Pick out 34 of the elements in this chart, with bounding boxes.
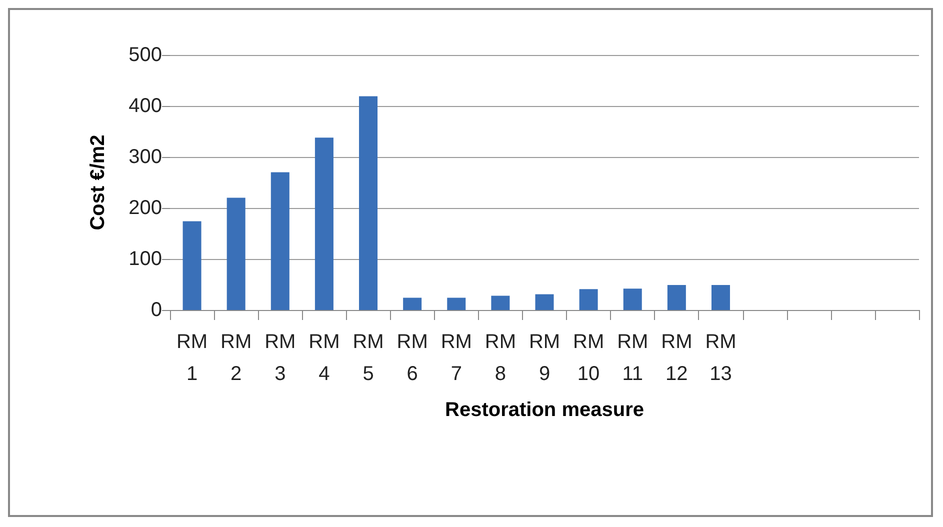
bar [447, 298, 466, 310]
x-tick-label: RM 10 [573, 331, 604, 385]
bar [403, 298, 422, 310]
x-tick-label: RM 13 [705, 331, 736, 385]
x-tick-label: RM 5 [352, 331, 384, 385]
y-tick-label: 200 [128, 197, 162, 219]
bar [182, 221, 202, 310]
y-tick-label: 500 [128, 44, 162, 66]
bar [359, 96, 378, 310]
y-axis-title: Cost €/m2 [87, 134, 109, 230]
x-tick-label: RM 3 [264, 331, 296, 385]
x-tick-label: RM 9 [528, 331, 560, 385]
bar [491, 296, 510, 310]
y-tick-label: 0 [150, 299, 162, 321]
bar [667, 285, 686, 310]
x-tick-label: RM 2 [220, 331, 252, 385]
bar [711, 285, 730, 310]
y-tick-label: 100 [128, 248, 162, 270]
bar [579, 289, 598, 310]
y-tick-label: 400 [128, 95, 162, 117]
x-tick-label: RM 8 [484, 331, 516, 385]
bar [270, 172, 290, 310]
bar [535, 294, 554, 310]
x-tick-label: RM 4 [308, 331, 340, 385]
x-tick-label: RM 7 [440, 331, 472, 385]
bar [623, 288, 642, 310]
x-tick-label: RM 12 [661, 331, 692, 385]
bar [314, 138, 334, 310]
x-axis-title: Restoration measure [445, 399, 644, 421]
bar [226, 198, 246, 310]
x-tick-label: RM 6 [396, 331, 428, 385]
x-tick-label: RM 1 [176, 331, 208, 385]
x-tick-label: RM 11 [617, 331, 648, 385]
y-tick-label: 300 [128, 146, 162, 168]
